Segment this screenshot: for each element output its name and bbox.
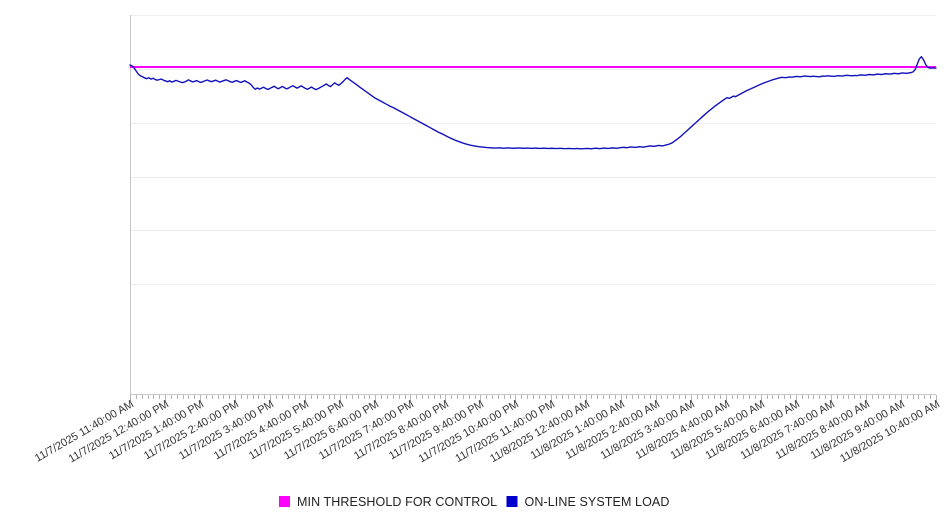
legend-label: ON-LINE SYSTEM LOAD — [525, 495, 670, 509]
legend-swatch — [506, 496, 518, 507]
series-layer — [129, 55, 937, 150]
plot-background — [130, 15, 936, 394]
gridlines — [130, 15, 936, 285]
chart-legend: MIN THRESHOLD FOR CONTROL ON-LINE SYSTEM … — [279, 495, 670, 509]
legend-label: MIN THRESHOLD FOR CONTROL — [297, 495, 497, 509]
on-line-system-load-line — [129, 55, 937, 150]
legend-swatch — [279, 496, 290, 507]
x-axis-ticks — [130, 395, 937, 401]
axes — [130, 15, 936, 395]
